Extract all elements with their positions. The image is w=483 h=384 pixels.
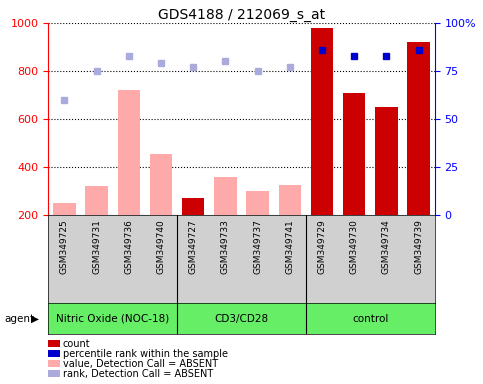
- Bar: [117, 90, 140, 215]
- Bar: [85, 186, 108, 215]
- Text: GSM349733: GSM349733: [221, 220, 230, 274]
- Text: GSM349739: GSM349739: [414, 220, 423, 274]
- Bar: [311, 28, 333, 215]
- Text: GSM349731: GSM349731: [92, 220, 101, 274]
- Text: control: control: [352, 314, 388, 324]
- Text: Nitric Oxide (NOC-18): Nitric Oxide (NOC-18): [56, 314, 170, 324]
- Text: CD3/CD28: CD3/CD28: [214, 314, 269, 324]
- Bar: [150, 154, 172, 215]
- Text: GSM349725: GSM349725: [60, 220, 69, 274]
- Text: GSM349727: GSM349727: [189, 220, 198, 274]
- Bar: [343, 93, 366, 215]
- Text: agent: agent: [5, 314, 35, 324]
- Text: ▶: ▶: [31, 314, 40, 324]
- Bar: [407, 42, 430, 215]
- Text: value, Detection Call = ABSENT: value, Detection Call = ABSENT: [63, 359, 218, 369]
- Bar: [279, 185, 301, 215]
- Bar: [214, 177, 237, 215]
- Text: GSM349729: GSM349729: [317, 220, 327, 274]
- Text: percentile rank within the sample: percentile rank within the sample: [63, 349, 228, 359]
- Bar: [53, 203, 76, 215]
- Text: GSM349737: GSM349737: [253, 220, 262, 274]
- Text: GSM349734: GSM349734: [382, 220, 391, 274]
- Text: rank, Detection Call = ABSENT: rank, Detection Call = ABSENT: [63, 369, 213, 379]
- Text: GSM349741: GSM349741: [285, 220, 294, 274]
- Bar: [375, 107, 398, 215]
- Text: count: count: [63, 339, 90, 349]
- Text: GSM349736: GSM349736: [124, 220, 133, 274]
- Bar: [182, 198, 204, 215]
- Text: GSM349730: GSM349730: [350, 220, 359, 274]
- Title: GDS4188 / 212069_s_at: GDS4188 / 212069_s_at: [158, 8, 325, 22]
- Text: GSM349740: GSM349740: [156, 220, 166, 274]
- Bar: [246, 191, 269, 215]
